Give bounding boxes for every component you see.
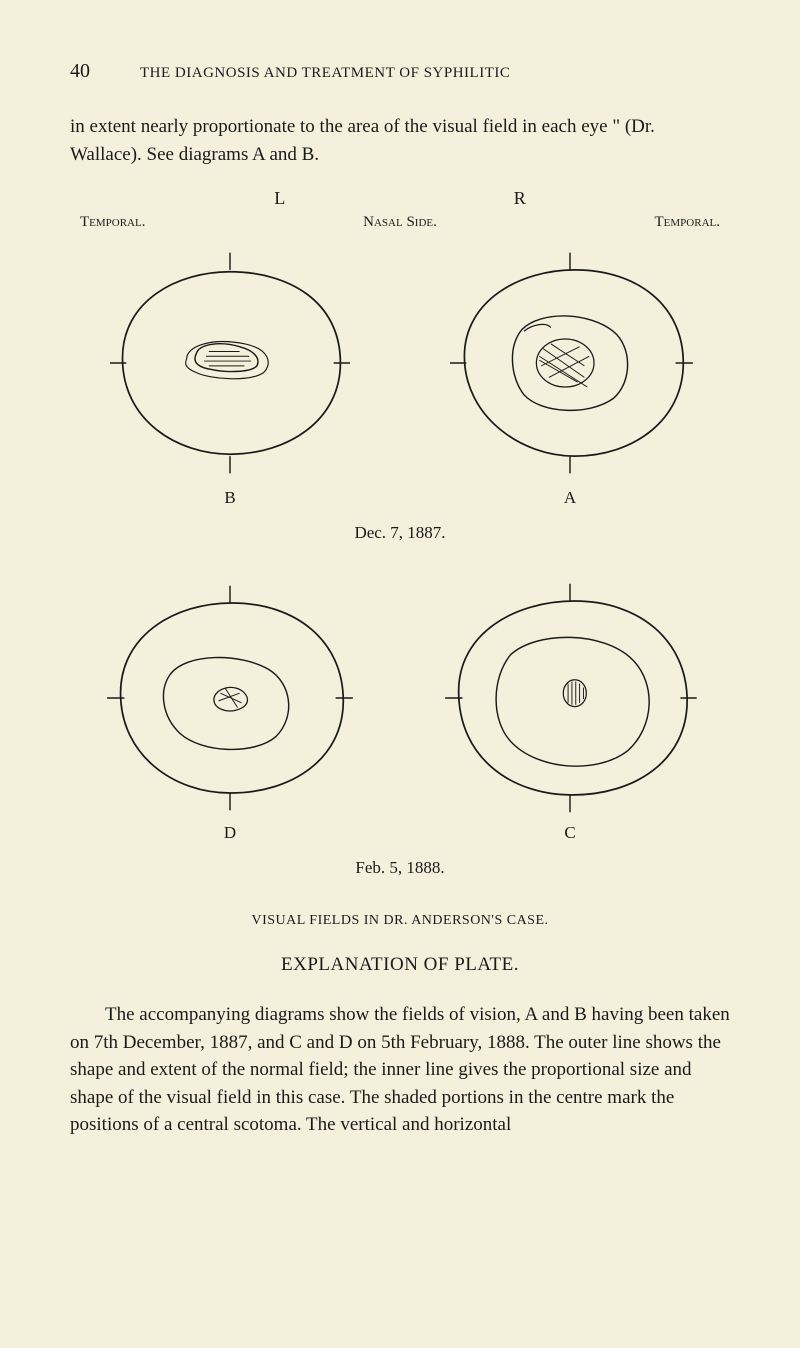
- diagram-C: [430, 578, 710, 818]
- label-nasal: Nasal Side.: [363, 214, 437, 231]
- figure-caption: VISUAL FIELDS IN DR. ANDERSON'S CASE.: [70, 913, 730, 929]
- date-2: Feb. 5, 1888.: [70, 858, 730, 878]
- intro-paragraph: in extent nearly proportionate to the ar…: [70, 113, 730, 168]
- label-D: D: [224, 823, 236, 843]
- diagram-D: [90, 578, 370, 818]
- label-temporal-left: Temporal.: [80, 214, 145, 238]
- date-1: Dec. 7, 1887.: [70, 523, 730, 543]
- label-B: B: [224, 488, 235, 508]
- diagram-area: L R Temporal. Nasal Side. Temporal. B: [70, 188, 730, 1139]
- running-head: THE DIAGNOSIS AND TREATMENT OF SYPHILITI…: [140, 65, 510, 82]
- page-number: 40: [70, 60, 90, 83]
- explanation-paragraph: The accompanying diagrams show the field…: [70, 1001, 730, 1139]
- label-L: L: [274, 188, 285, 209]
- label-R: R: [514, 188, 526, 209]
- label-A: A: [564, 488, 576, 508]
- label-C: C: [564, 823, 575, 843]
- diagram-A: [430, 243, 710, 483]
- label-temporal-right: Temporal.: [655, 214, 720, 238]
- diagram-B: [90, 243, 370, 483]
- section-title: EXPLANATION OF PLATE.: [70, 954, 730, 976]
